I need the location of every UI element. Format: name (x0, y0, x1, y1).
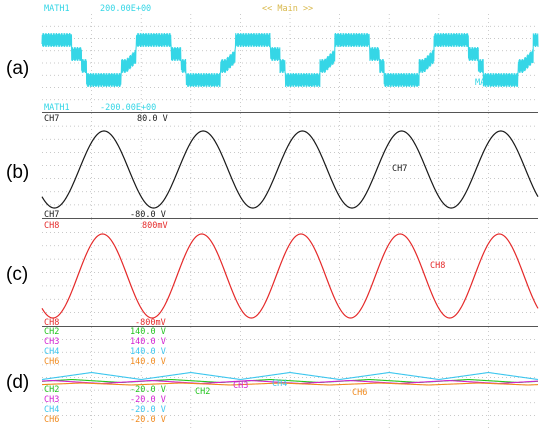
panel-b-label: (b) (6, 162, 29, 183)
ch4-top-val: 140.0 V (130, 347, 166, 357)
ch4-trace (41, 371, 539, 381)
ch3-trace-label: CH3 (233, 381, 248, 391)
ch8-trace (41, 233, 539, 319)
header-math1-label: MATH1 (44, 4, 70, 14)
header-math1-value: 200.00E+00 (100, 4, 151, 14)
ch8-trace-label: CH8 (430, 261, 445, 271)
ch3-top-val: 140.0 V (130, 337, 166, 347)
ch3-top-ch: CH3 (44, 337, 59, 347)
trace-layer (41, 32, 539, 386)
ch7-bottom-ch: CH7 (44, 210, 59, 220)
panel-a-label: (a) (6, 58, 29, 79)
ch6-trace (41, 382, 539, 386)
ch4-top-ch: CH4 (44, 347, 59, 357)
ch8-top-val: 800mV (142, 221, 168, 231)
ch2-top-val: 140.0 V (130, 327, 166, 337)
ch6-trace-label: CH6 (352, 388, 367, 398)
ch6-bottom-val: -20.0 V (130, 415, 166, 425)
ch2-top-ch: CH2 (44, 327, 59, 337)
ch8-top-ch: CH8 (44, 221, 59, 231)
ch2-trace-label: CH2 (195, 387, 210, 397)
panel-c-label: (c) (6, 264, 28, 285)
ch7-top-val: 80.0 V (137, 114, 168, 124)
math1-trace (41, 32, 539, 88)
panel-d-label: (d) (6, 372, 29, 393)
header-main-label: << Main >> (262, 4, 313, 14)
ch4-trace-label: CH4 (272, 379, 287, 389)
ch4-bottom-val: -20.0 V (130, 405, 166, 415)
ch3-bottom-ch: CH3 (44, 395, 59, 405)
math1-trace-label: MATH1 (475, 78, 501, 88)
ch3-bottom-val: -20.0 V (130, 395, 166, 405)
ch4-bottom-ch: CH4 (44, 405, 59, 415)
ch7-top-ch: CH7 (44, 114, 59, 124)
ch2-bottom-ch: CH2 (44, 385, 59, 395)
grid-layer (42, 14, 538, 428)
ch7-trace (41, 130, 539, 209)
ch6-bottom-ch: CH6 (44, 415, 59, 425)
ch6-top-val: 140.0 V (130, 357, 166, 367)
ch6-top-ch: CH6 (44, 357, 59, 367)
ch7-bottom-val: -80.0 V (130, 210, 166, 220)
math1-bottom-ch: MATH1 (44, 103, 70, 113)
ch7-trace-label: CH7 (392, 164, 407, 174)
ch2-bottom-val: -20.0 V (130, 385, 166, 395)
ch8-bottom-ch: CH8 (44, 318, 59, 328)
ch8-bottom-val: -800mV (135, 318, 166, 328)
math1-bottom-val: -200.00E+00 (100, 103, 156, 113)
